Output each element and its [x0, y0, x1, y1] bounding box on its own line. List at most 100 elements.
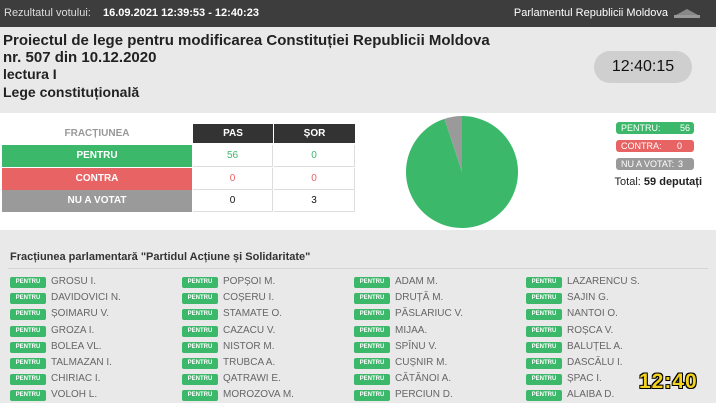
vote-badge: PENTRU — [526, 277, 562, 288]
member-name: CUȘNIR M. — [395, 357, 448, 368]
member-name: CĂTĂNOI A. — [395, 373, 452, 385]
vote-badge: PENTRU — [354, 325, 390, 337]
vote-badge: PENTRU — [182, 277, 218, 288]
legend-label: CONTRA: — [621, 141, 662, 151]
member-name: TALMAZAN I. — [51, 357, 112, 368]
legend-label: NU A VOTAT: — [621, 159, 675, 169]
member-name: NISTOR M. — [223, 340, 275, 352]
member-name: POPȘOI M. — [223, 276, 276, 287]
member-name: GROZA I. — [51, 324, 95, 336]
member-name: CAZACU V. — [223, 324, 276, 336]
member-name: DRUȚĂ M. — [395, 292, 444, 304]
vote-badge: PENTRU — [182, 309, 218, 321]
member-name: ALAIBA D. — [567, 389, 615, 401]
member-name: ADAM M. — [395, 276, 438, 287]
vote-badge: PENTRU — [354, 374, 390, 386]
vote-badge: PENTRU — [526, 374, 562, 386]
legend-label: PENTRU: — [621, 123, 661, 133]
legend-value: 0 — [676, 141, 682, 151]
top-bar: Rezultatul votului: 16.09.2021 12:39:53 … — [0, 0, 716, 27]
vote-badge: PENTRU — [10, 358, 46, 369]
row-label: CONTRA — [2, 167, 192, 190]
vote-badge: PENTRU — [10, 277, 46, 288]
vote-badge: PENTRU — [10, 309, 46, 321]
legend-contra: CONTRA: 0 — [616, 140, 694, 152]
member-name: ȘPAC I. — [567, 373, 602, 385]
result-label: Rezultatul votului: — [4, 7, 91, 19]
vote-badge: PENTRU — [354, 293, 390, 305]
member-name: MIJAA. — [395, 324, 428, 336]
title-line: nr. 507 din 10.12.2020 — [3, 49, 157, 66]
vote-badge: PENTRU — [526, 293, 562, 305]
logo-icon — [674, 9, 700, 18]
member-name: COȘERU I. — [223, 292, 275, 304]
member-name: BOLEA VL. — [51, 340, 102, 352]
result-datetime: 16.09.2021 12:39:53 - 12:40:23 — [103, 7, 259, 19]
vote-badge: PENTRU — [182, 358, 218, 369]
member-name: ȘOIMARU V. — [51, 308, 109, 320]
cell-value: 3 — [274, 190, 355, 212]
legend-pentru: PENTRU: 56 — [616, 122, 694, 134]
institution: Parlamentul Republicii Moldova — [513, 7, 668, 19]
member-name: VOLOH L. — [51, 389, 98, 401]
member-name: DAVIDOVICI N. — [51, 292, 121, 304]
total: Total: 59 deputați — [615, 176, 702, 188]
member-name: SAJIN G. — [567, 292, 609, 304]
member-name: LAZARENCU S. — [567, 276, 640, 287]
column-header: ȘOR — [274, 124, 355, 143]
vote-badge: PENTRU — [10, 390, 46, 402]
vote-badge: PENTRU — [354, 277, 390, 288]
cell-value: 0 — [274, 167, 355, 190]
vote-badge: PENTRU — [10, 374, 46, 386]
pie-chart — [406, 116, 518, 228]
vote-badge: PENTRU — [354, 358, 390, 369]
row-label: PENTRU — [2, 145, 192, 167]
cell-value: 0 — [193, 190, 273, 212]
vote-badge: PENTRU — [354, 309, 390, 321]
vote-badge: PENTRU — [526, 325, 562, 337]
vote-badge: PENTRU — [354, 390, 390, 402]
vote-badge: PENTRU — [10, 325, 46, 337]
vote-badge: PENTRU — [526, 309, 562, 321]
vote-badge: PENTRU — [10, 341, 46, 353]
member-name: ROȘCA V. — [567, 324, 614, 336]
member-name: QATRAWI E. — [223, 373, 281, 385]
vote-badge: PENTRU — [354, 341, 390, 353]
member-name: TRUBCA A. — [223, 357, 276, 368]
member-name: MOROZOVA M. — [223, 389, 294, 401]
member-name: CHIRIAC I. — [51, 373, 101, 385]
cell-value: 56 — [193, 145, 273, 167]
member-name: PERCIUN D. — [395, 389, 453, 401]
vote-badge: PENTRU — [182, 293, 218, 305]
total-unit: deputați — [659, 176, 702, 188]
video-time: 12:40 — [639, 370, 698, 393]
title-line: lectura I — [3, 66, 57, 82]
vote-badge: PENTRU — [182, 341, 218, 353]
legend-value: 3 — [678, 159, 684, 169]
member-name: BALUȚEL A. — [567, 340, 623, 352]
legend-absent: NU A VOTAT: 3 — [616, 158, 694, 170]
member-name: DASCĂLU I. — [567, 357, 623, 368]
title-line: Lege constituțională — [3, 84, 140, 100]
cell-value: 0 — [193, 167, 273, 190]
row-label: NU A VOTAT — [2, 190, 192, 212]
total-label: Total: — [614, 176, 641, 188]
clock: 12:40:15 — [594, 51, 692, 83]
vote-badge: PENTRU — [526, 358, 562, 369]
member-name: GROSU I. — [51, 276, 97, 287]
title-line: Proiectul de lege pentru modificarea Con… — [3, 32, 490, 49]
column-header: PAS — [193, 124, 273, 143]
vote-badge: PENTRU — [182, 390, 218, 402]
faction-title: Fracțiunea parlamentară "Partidul Acțiun… — [10, 251, 311, 263]
pie-slice — [444, 116, 462, 172]
total-value: 59 — [643, 176, 657, 188]
member-name: PĂSLARIUC V. — [395, 308, 463, 320]
member-name: NANTOI O. — [567, 308, 618, 320]
vote-badge: PENTRU — [182, 325, 218, 337]
member-name: STAMATE O. — [223, 308, 283, 320]
member-name: SPÎNU V. — [395, 340, 437, 352]
vote-badge: PENTRU — [526, 390, 562, 402]
vote-badge: PENTRU — [10, 293, 46, 305]
vote-badge: PENTRU — [526, 341, 562, 353]
